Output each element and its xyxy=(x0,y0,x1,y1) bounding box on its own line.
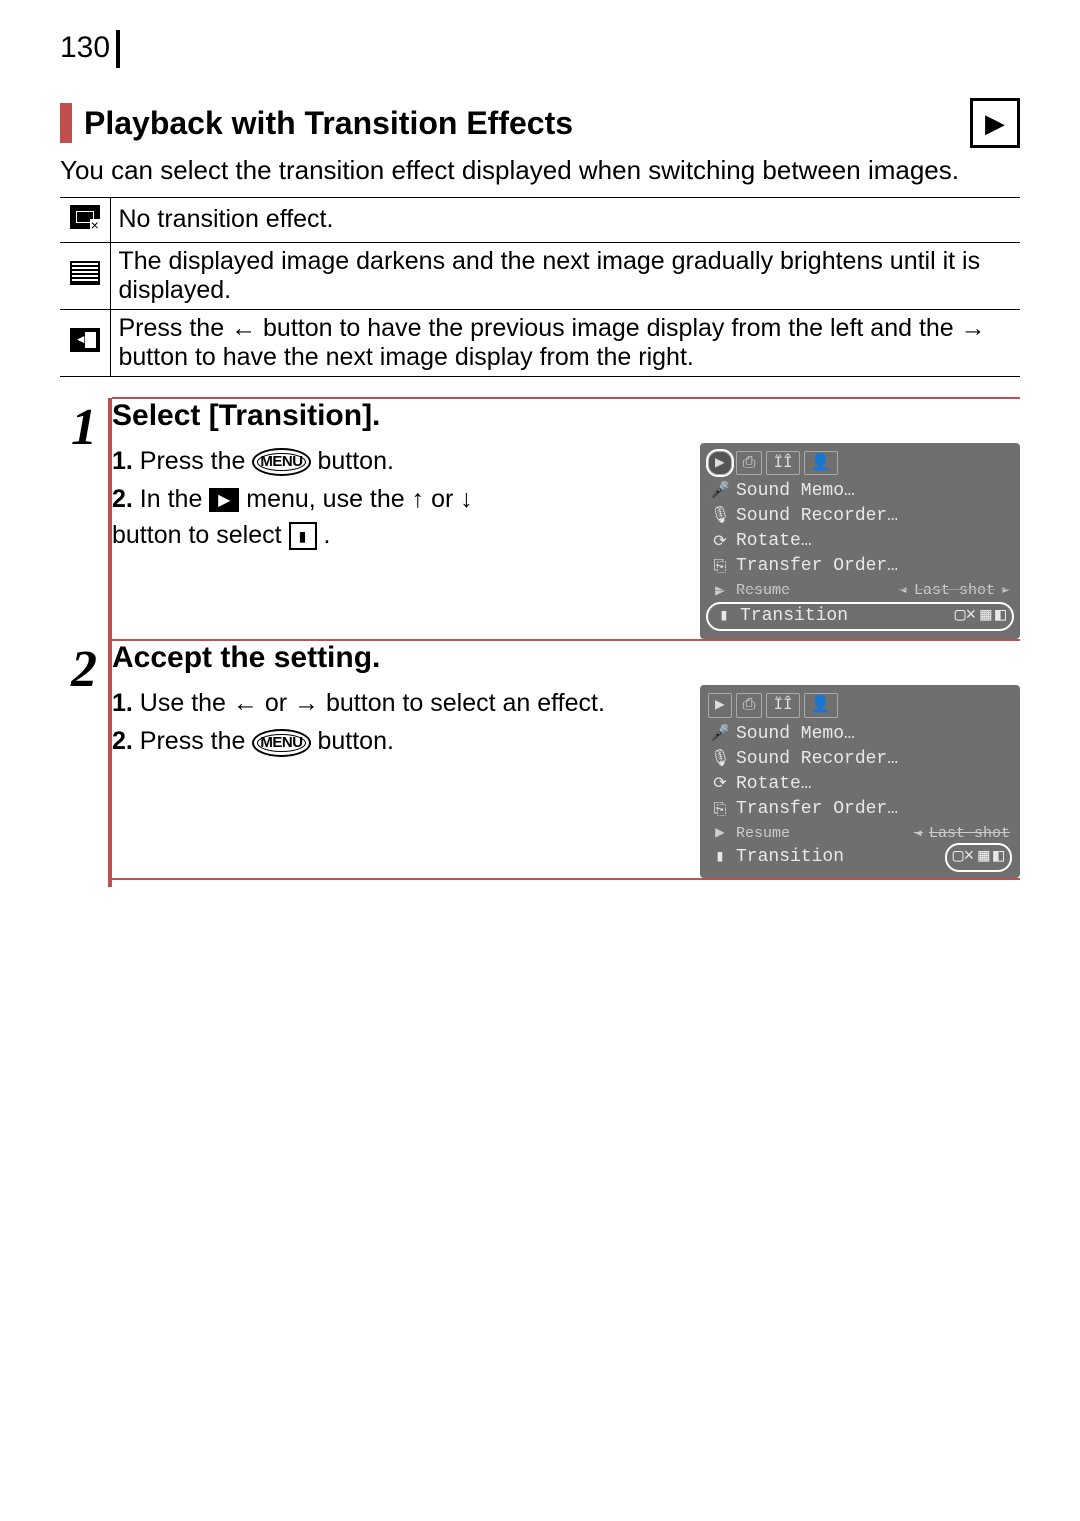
lcd-tab: 👤 xyxy=(804,693,838,717)
up-arrow-icon: ↑ xyxy=(412,485,425,513)
effect-desc: Press the ← button to have the previous … xyxy=(110,309,1020,376)
effect-desc: The displayed image darkens and the next… xyxy=(110,242,1020,309)
section-title: Playback with Transition Effects xyxy=(84,105,958,142)
steps-table: 1 Select [Transition]. 1. Press the MENU… xyxy=(60,397,1020,887)
instruction: 1. Use the ← or → button to select an ef… xyxy=(112,685,686,721)
effect-desc: No transition effect. xyxy=(110,197,1020,242)
fade-transition-icon xyxy=(70,261,100,285)
playback-menu-icon: ▶ xyxy=(209,488,239,512)
effects-table: No transition effect. The displayed imag… xyxy=(60,197,1020,377)
transition-option-icon: ▮ xyxy=(289,522,317,550)
down-arrow-icon: ↓ xyxy=(460,485,473,513)
camera-lcd-screenshot: ▶ ⎙ ÏÎ 👤 🎤Sound Memo… 🎙Sound Recorder… ⟳… xyxy=(700,685,1020,878)
menu-button-icon: MENU xyxy=(252,448,310,476)
left-arrow-icon: ← xyxy=(231,314,256,342)
right-arrow-icon: → xyxy=(294,689,319,717)
lcd-tab: ▶ xyxy=(708,451,732,475)
instruction: 1. Press the MENU button. xyxy=(112,443,686,479)
left-arrow-icon: ← xyxy=(233,689,258,717)
lcd-tab: ⎙ xyxy=(736,693,763,717)
lcd-tab: ⎙ xyxy=(736,451,763,475)
instruction: 2. In the ▶ menu, use the ↑ or ↓ button … xyxy=(112,481,686,554)
lcd-tab: ▶ xyxy=(708,693,732,717)
page-number: 130 xyxy=(60,30,120,68)
accent-bar xyxy=(60,103,72,143)
lcd-tab: ÏÎ xyxy=(766,693,799,717)
menu-button-icon: MENU xyxy=(252,729,310,757)
no-transition-icon xyxy=(70,205,100,229)
lcd-tab: ÏÎ xyxy=(766,451,799,475)
instruction: 2. Press the MENU button. xyxy=(112,723,686,759)
step-title: Accept the setting. xyxy=(112,641,1020,675)
playback-mode-icon: ▶ xyxy=(970,98,1020,148)
section-header: Playback with Transition Effects ▶ xyxy=(60,98,1020,148)
lcd-tab: 👤 xyxy=(804,451,838,475)
intro-text: You can select the transition effect dis… xyxy=(60,154,1020,187)
step-title: Select [Transition]. xyxy=(112,399,1020,433)
step-number: 1 xyxy=(60,398,108,641)
step-number: 2 xyxy=(60,640,108,879)
camera-lcd-screenshot: ▶ ⎙ ÏÎ 👤 🎤Sound Memo… 🎙Sound Recorder… ⟳… xyxy=(700,443,1020,640)
right-arrow-icon: → xyxy=(961,314,986,342)
slide-transition-icon xyxy=(70,328,100,352)
